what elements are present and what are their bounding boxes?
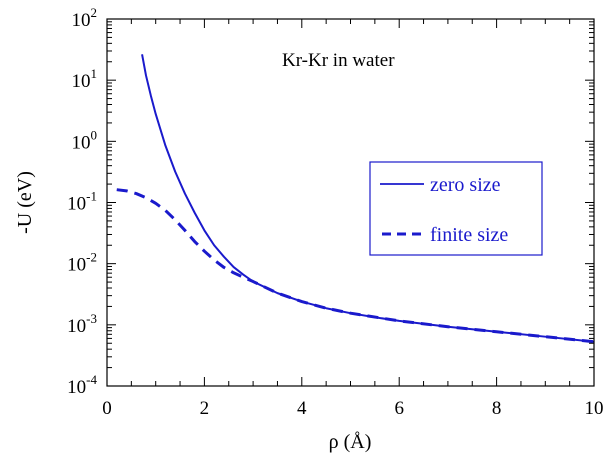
y-tick-label: 102 <box>72 5 98 31</box>
y-tick-label: 10-2 <box>67 250 97 276</box>
x-tick-label: 2 <box>200 398 210 419</box>
x-tick-label: 10 <box>585 398 604 419</box>
legend-label-finite-size: finite size <box>430 224 508 246</box>
series-line-finite-size <box>116 188 595 344</box>
x-axis-label: ρ (Å) <box>329 431 372 453</box>
x-tick-label: 6 <box>394 398 404 419</box>
y-tick-label: 100 <box>72 127 98 153</box>
x-tick-labels: 0 2 4 6 8 10 <box>102 398 603 419</box>
axis-ticks <box>106 18 595 387</box>
x-tick-label: 4 <box>297 398 307 419</box>
curves-layer <box>116 54 595 344</box>
x-tick-label: 8 <box>492 398 502 419</box>
y-tick-label: 10-4 <box>67 372 97 398</box>
y-tick-label: 10-3 <box>67 311 97 337</box>
x-tick-label: 0 <box>102 398 112 419</box>
legend-box <box>369 161 543 256</box>
y-tick-label: 101 <box>72 66 98 92</box>
y-axis-label: -U (eV) <box>14 171 36 234</box>
y-tick-label: 10-1 <box>67 189 97 215</box>
legend[interactable]: zero size finite size <box>369 161 543 256</box>
legend-label-zero-size: zero size <box>430 174 501 196</box>
chart-annotation: Kr-Kr in water <box>282 50 395 71</box>
y-tick-labels: 10-4 10-3 10-2 10-1 100 101 102 <box>67 5 97 398</box>
